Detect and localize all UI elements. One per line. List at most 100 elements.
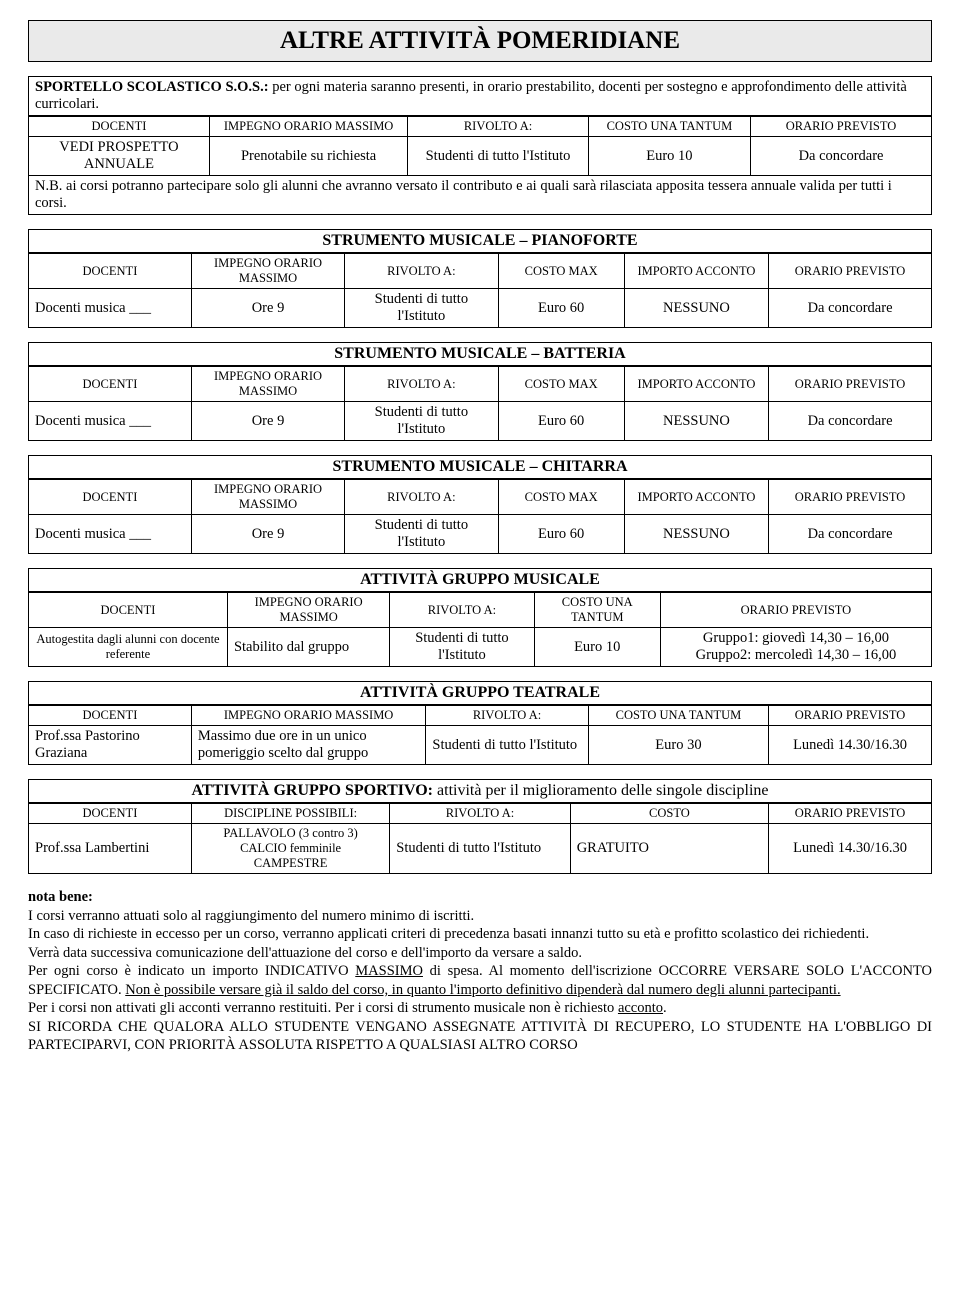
cell-impegno: Ore 9 [191,515,344,554]
cell-costo: Euro 30 [588,726,768,765]
cell-rivolto: Studenti di tutto l'Istituto [390,824,570,874]
batteria-title: STRUMENTO MUSICALE – BATTERIA [29,343,931,366]
col-impegno: IMPEGNO ORARIO MASSIMO [209,117,407,137]
sportivo-title-bold: ATTIVITÀ GRUPPO SPORTIVO: [192,782,434,799]
col-impegno: IMPEGNO ORARIO MASSIMO [191,254,344,289]
col-discipline: DISCIPLINE POSSIBILI: [191,804,389,824]
footer-p4u: MASSIMO [355,963,423,979]
cell-docenti: Prof.ssa Pastorino Graziana [29,726,191,765]
col-costo: COSTO UNA TANTUM [588,706,768,726]
col-acconto: IMPORTO ACCONTO [624,254,768,289]
sportello-block: SPORTELLO SCOLASTICO S.O.S.: per ogni ma… [28,76,932,215]
cell-orario: Da concordare [769,289,931,328]
cell-rivolto: Studenti di tutto l'Istituto [345,289,498,328]
cell-orario: Lunedì 14.30/16.30 [769,824,931,874]
footer-p5u: acconto [618,1000,663,1016]
col-docenti: DOCENTI [29,804,191,824]
cell-impegno: Prenotabile su richiesta [209,137,407,176]
cell-docenti: Autogestita dagli alunni con docente ref… [29,628,227,667]
col-impegno: IMPEGNO ORARIO MASSIMO [227,593,389,628]
cell-orario: Da concordare [769,402,931,441]
cell-acconto: NESSUNO [624,515,768,554]
col-rivolto: RIVOLTO A: [426,706,588,726]
cell-acconto: NESSUNO [624,289,768,328]
footer-p4c: Non è possibile versare già il saldo del… [125,982,840,998]
cell-orario: Lunedì 14.30/16.30 [769,726,931,765]
cell-impegno: Massimo due ore in un unico pomeriggio s… [191,726,426,765]
col-impegno: IMPEGNO ORARIO MASSIMO [191,480,344,515]
col-rivolto: RIVOLTO A: [408,117,588,137]
cell-costo: Euro 60 [498,515,624,554]
musicale-title: ATTIVITÀ GRUPPO MUSICALE [29,569,931,592]
page-title: ALTRE ATTIVITÀ POMERIDIANE [28,20,932,62]
col-rivolto: RIVOLTO A: [390,804,570,824]
footer-p5a: Per i corsi non attivati gli acconti ver… [28,1000,618,1016]
col-orario: ORARIO PREVISTO [769,367,931,402]
col-docenti: DOCENTI [29,367,191,402]
sportello-header: SPORTELLO SCOLASTICO S.O.S.: per ogni ma… [29,77,931,116]
col-costo: COSTO MAX [498,367,624,402]
batteria-table: DOCENTI IMPEGNO ORARIO MASSIMO RIVOLTO A… [29,366,931,440]
col-costo: COSTO [570,804,768,824]
table-header-row: DOCENTI IMPEGNO ORARIO MASSIMO RIVOLTO A… [29,117,931,137]
pianoforte-block: STRUMENTO MUSICALE – PIANOFORTE DOCENTI … [28,229,932,328]
table-header-row: DOCENTI IMPEGNO ORARIO MASSIMO RIVOLTO A… [29,593,931,628]
table-row: Autogestita dagli alunni con docente ref… [29,628,931,667]
cell-costo: GRATUITO [570,824,768,874]
footer-p5: Per i corsi non attivati gli acconti ver… [28,999,932,1018]
cell-acconto: NESSUNO [624,402,768,441]
col-acconto: IMPORTO ACCONTO [624,480,768,515]
cell-rivolto: Studenti di tutto l'Istituto [426,726,588,765]
pianoforte-table: DOCENTI IMPEGNO ORARIO MASSIMO RIVOLTO A… [29,253,931,327]
nota-bene-label: nota bene: [28,888,932,907]
col-costo: COSTO UNA TANTUM [534,593,660,628]
sportivo-title-norm: attività per il miglioramento delle sing… [433,782,768,799]
col-orario: ORARIO PREVISTO [769,480,931,515]
cell-rivolto: Studenti di tutto l'Istituto [345,515,498,554]
cell-rivolto: Studenti di tutto l'Istituto [345,402,498,441]
cell-rivolto: Studenti di tutto l'Istituto [408,137,588,176]
col-impegno: IMPEGNO ORARIO MASSIMO [191,706,426,726]
cell-impegno: Stabilito dal gruppo [227,628,389,667]
sportello-nb: N.B. ai corsi potranno partecipare solo … [29,176,931,214]
table-header-row: DOCENTI IMPEGNO ORARIO MASSIMO RIVOLTO A… [29,480,931,515]
col-docenti: DOCENTI [29,706,191,726]
table-row: Prof.ssa Pastorino Graziana Massimo due … [29,726,931,765]
table-row: Prof.ssa Lambertini PALLAVOLO (3 contro … [29,824,931,874]
footer-p6: SI RICORDA CHE QUALORA ALLO STUDENTE VEN… [28,1018,932,1055]
col-docenti: DOCENTI [29,117,209,137]
cell-costo: Euro 60 [498,289,624,328]
footer-p1: I corsi verranno attuati solo al raggiun… [28,907,932,926]
teatrale-table: DOCENTI IMPEGNO ORARIO MASSIMO RIVOLTO A… [29,705,931,764]
chitarra-title: STRUMENTO MUSICALE – CHITARRA [29,456,931,479]
footer-p4a: Per ogni corso è indicato un importo IND… [28,963,355,979]
cell-costo: Euro 60 [498,402,624,441]
cell-impegno: Ore 9 [191,289,344,328]
table-header-row: DOCENTI IMPEGNO ORARIO MASSIMO RIVOLTO A… [29,367,931,402]
table-row: Docenti musica ___ Ore 9 Studenti di tut… [29,515,931,554]
table-row: VEDI PROSPETTO ANNUALE Prenotabile su ri… [29,137,931,176]
sportello-title: SPORTELLO SCOLASTICO S.O.S.: [35,79,269,95]
chitarra-table: DOCENTI IMPEGNO ORARIO MASSIMO RIVOLTO A… [29,479,931,553]
footer-p3: Verrà data successiva comunicazione dell… [28,944,932,963]
pianoforte-title: STRUMENTO MUSICALE – PIANOFORTE [29,230,931,253]
table-row: Docenti musica ___ Ore 9 Studenti di tut… [29,402,931,441]
col-orario: ORARIO PREVISTO [769,804,931,824]
footer-p4: Per ogni corso è indicato un importo IND… [28,962,932,999]
teatrale-block: ATTIVITÀ GRUPPO TEATRALE DOCENTI IMPEGNO… [28,681,932,765]
col-costo: COSTO MAX [498,254,624,289]
col-rivolto: RIVOLTO A: [345,480,498,515]
cell-orario: Da concordare [751,137,931,176]
col-orario: ORARIO PREVISTO [769,254,931,289]
footer: nota bene: I corsi verranno attuati solo… [28,888,932,1055]
col-docenti: DOCENTI [29,254,191,289]
cell-impegno: Ore 9 [191,402,344,441]
cell-rivolto: Studenti di tutto l'Istituto [390,628,534,667]
cell-costo: Euro 10 [534,628,660,667]
table-header-row: DOCENTI IMPEGNO ORARIO MASSIMO RIVOLTO A… [29,254,931,289]
cell-orario: Gruppo1: giovedì 14,30 – 16,00 Gruppo2: … [660,628,931,667]
table-header-row: DOCENTI IMPEGNO ORARIO MASSIMO RIVOLTO A… [29,706,931,726]
cell-docenti: VEDI PROSPETTO ANNUALE [29,137,209,176]
cell-docenti: Docenti musica ___ [29,402,191,441]
cell-docenti: Docenti musica ___ [29,289,191,328]
